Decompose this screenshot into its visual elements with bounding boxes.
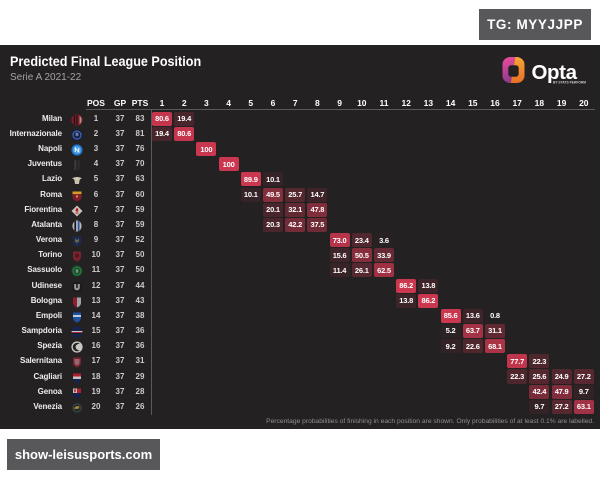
svg-text:Opta: Opta <box>532 61 578 84</box>
svg-text:BY STATS PERFORM: BY STATS PERFORM <box>553 80 586 84</box>
